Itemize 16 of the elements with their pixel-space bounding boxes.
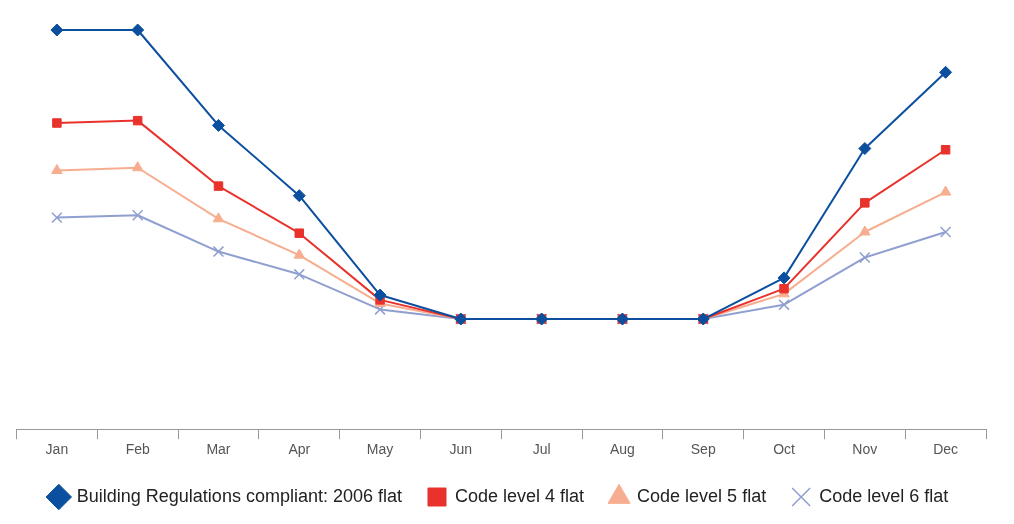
- x-tick-label: Mar: [206, 441, 231, 458]
- legend-label: Building Regulations compliant: 2006 flat: [76, 485, 402, 506]
- x-tick-label: Dec: [933, 441, 959, 458]
- x-tick-label: Aug: [609, 441, 635, 458]
- legend-label: Code level 4 flat: [454, 485, 585, 506]
- x-tick-label: Oct: [773, 441, 796, 458]
- legend-label: Code level 6 flat: [819, 485, 949, 506]
- x-tick-label: Jun: [449, 441, 473, 458]
- x-tick-label: Jan: [45, 441, 69, 458]
- x-tick-label: Sep: [690, 441, 716, 458]
- x-tick-label: Feb: [125, 441, 150, 458]
- x-tick-label: May: [366, 441, 394, 458]
- x-tick-label: Jul: [532, 441, 551, 458]
- legend-label: Code level 5 flat: [637, 485, 767, 506]
- x-tick-label: Nov: [852, 441, 878, 458]
- x-tick-label: Apr: [288, 441, 311, 458]
